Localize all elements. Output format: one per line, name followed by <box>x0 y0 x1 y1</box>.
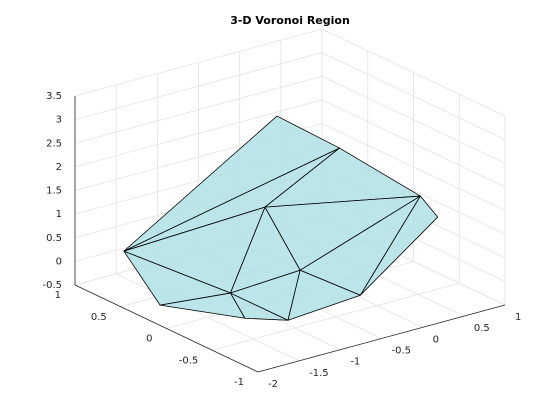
grid-line <box>74 28 323 97</box>
grid-line <box>321 28 506 117</box>
face <box>359 195 439 296</box>
grid-line <box>212 282 460 351</box>
y-tick-label: -1 <box>234 377 244 388</box>
z-tick-label: 3 <box>56 115 62 126</box>
x-tick-label: 0.5 <box>474 323 490 334</box>
grid-line <box>74 99 323 168</box>
y-tick-label: 0 <box>146 334 152 345</box>
x-tick-label: 0 <box>433 334 439 345</box>
z-tick-label: 1 <box>56 209 62 220</box>
y-tick-label: -0.5 <box>179 355 199 366</box>
face <box>287 269 361 321</box>
z-tick-label: 1.5 <box>46 186 62 197</box>
x-tick-label: 1 <box>515 312 521 323</box>
x-tick-label: -1.5 <box>309 368 329 379</box>
axis-line <box>257 304 506 373</box>
chart-title: 3-D Voronoi Region <box>230 14 350 27</box>
z-tick-label: 2.5 <box>46 138 62 149</box>
x-tick-label: -2 <box>268 379 278 390</box>
grid-line <box>321 75 506 164</box>
x-tick-label: -1 <box>350 357 360 368</box>
axis-line <box>74 284 259 373</box>
grid-line <box>74 75 323 144</box>
z-tick-label: 2 <box>56 162 62 173</box>
z-tick-label: -0.5 <box>42 280 62 291</box>
grid-line <box>321 52 506 140</box>
z-tick-label: 3.5 <box>46 91 62 102</box>
y-tick-label: 1 <box>55 290 61 301</box>
grid-line <box>321 123 506 211</box>
x-tick-label: -0.5 <box>392 346 412 357</box>
z-tick-label: 0 <box>56 256 62 267</box>
z-tick-label: 0.5 <box>46 233 62 244</box>
grid-line <box>321 99 506 188</box>
y-tick-label: 0.5 <box>91 312 107 323</box>
grid-line <box>74 52 323 121</box>
